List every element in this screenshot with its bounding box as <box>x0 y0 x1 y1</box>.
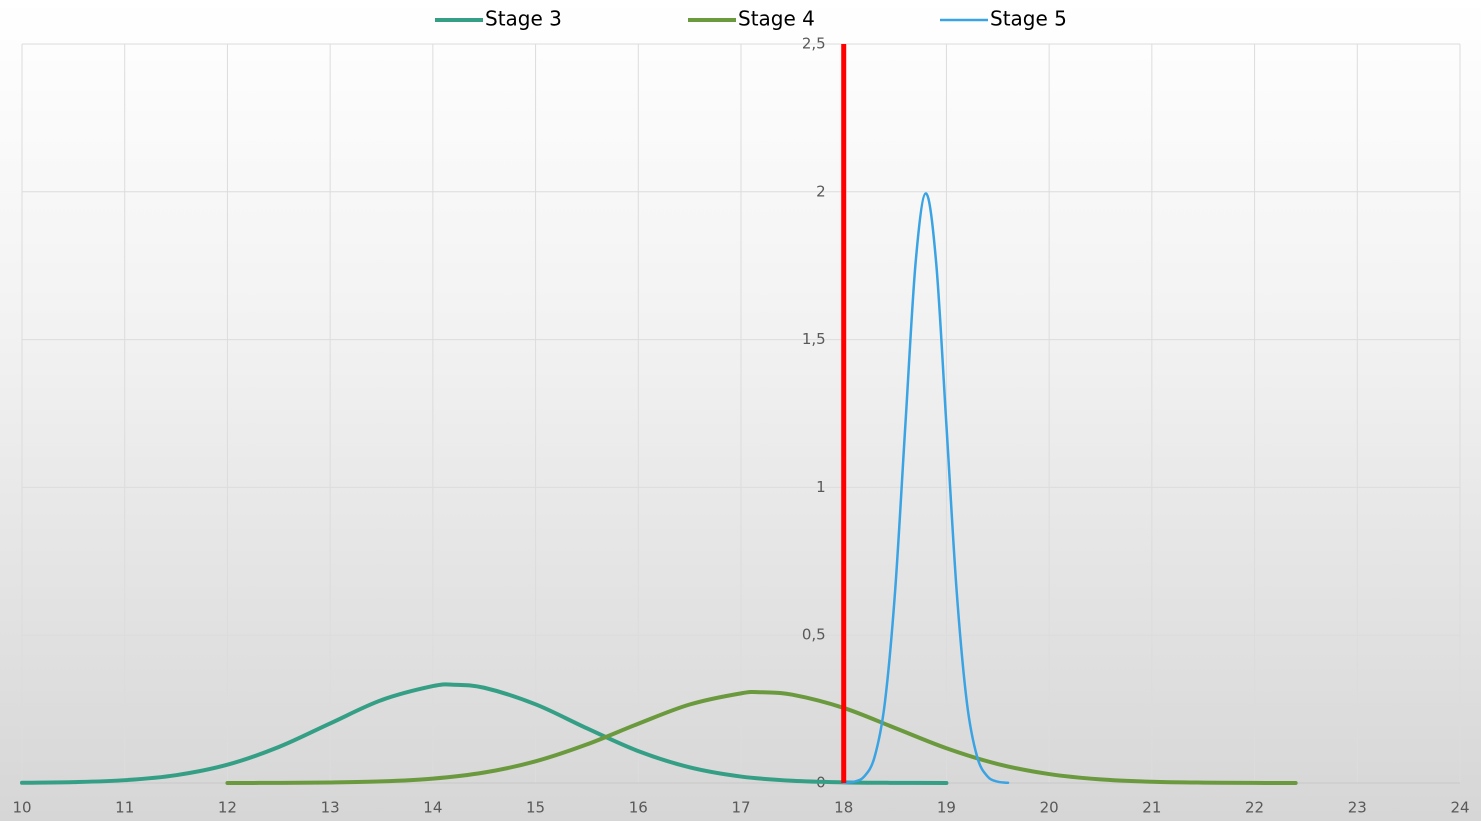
legend-label: Stage 4 <box>738 7 815 31</box>
x-tick-label: 14 <box>423 799 442 817</box>
x-tick-label: 17 <box>731 799 750 817</box>
y-tick-label: 0,5 <box>802 626 826 644</box>
line-series <box>842 192 1010 785</box>
x-tick-label: 15 <box>526 799 545 817</box>
y-tick-label: 2 <box>816 182 826 200</box>
legend-label: Stage 3 <box>485 7 562 31</box>
x-tick-label: 21 <box>1142 799 1161 817</box>
x-tick-label: 24 <box>1450 799 1469 817</box>
x-tick-label: 20 <box>1040 799 1059 817</box>
x-tick-label: 12 <box>218 799 237 817</box>
x-tick-label: 10 <box>12 799 31 817</box>
x-tick-label: 13 <box>321 799 340 817</box>
legend-label: Stage 5 <box>990 7 1067 31</box>
y-tick-label: 1,5 <box>802 330 826 348</box>
x-tick-label: 11 <box>115 799 134 817</box>
y-tick-label: 2,5 <box>802 35 826 53</box>
x-tick-label: 19 <box>937 799 956 817</box>
line-series <box>20 682 949 785</box>
x-tick-label: 16 <box>629 799 648 817</box>
y-tick-label: 1 <box>816 478 826 496</box>
line-series <box>225 689 1298 785</box>
x-tick-label: 22 <box>1245 799 1264 817</box>
x-tick-label: 23 <box>1348 799 1367 817</box>
x-tick-label: 18 <box>834 799 853 817</box>
